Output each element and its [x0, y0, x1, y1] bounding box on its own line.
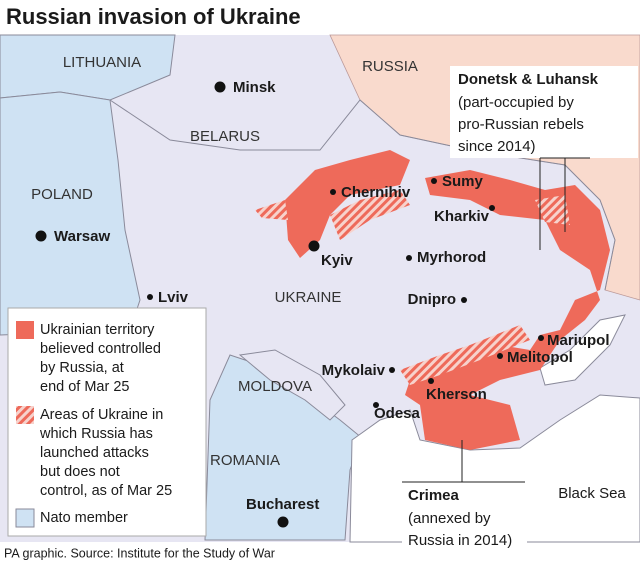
- legend-text: Nato member: [40, 510, 128, 526]
- city-label: Dnipro: [408, 291, 456, 308]
- legend-swatch: [15, 508, 35, 528]
- city-dot: [489, 205, 495, 211]
- moldova-area: [238, 349, 346, 421]
- city-label: Kharkiv: [434, 208, 490, 225]
- city-label: Warsaw: [54, 228, 110, 245]
- pointer-line: [539, 157, 590, 250]
- annotation-title: Crimea: [408, 487, 460, 504]
- city-label: Mykolaiv: [322, 362, 386, 379]
- hatch-area: [535, 195, 570, 225]
- annotation-box: [402, 483, 527, 553]
- pointer-line: [402, 440, 525, 483]
- city-label: Sumy: [442, 173, 484, 190]
- legend-swatch: [16, 321, 34, 339]
- hatch-area: [330, 190, 410, 240]
- city-label: Mariupol: [547, 332, 610, 349]
- sea-of-azov: [539, 314, 626, 386]
- city-label: Myrhorod: [417, 249, 486, 266]
- annotation-title: Donetsk & Luhansk: [458, 71, 599, 88]
- city-dot: [147, 294, 153, 300]
- legend-text: launched attacks: [40, 445, 149, 461]
- city-dot: [373, 402, 379, 408]
- ukraine-border: [109, 99, 616, 291]
- annotation-text: Russia in 2014): [408, 532, 512, 549]
- city-dot: [428, 378, 434, 384]
- city-dot: [389, 367, 395, 373]
- hatch-area: [255, 200, 288, 220]
- city-dot: [497, 353, 503, 359]
- legend-text: believed controlled: [40, 341, 161, 357]
- city-label: Lviv: [158, 289, 189, 306]
- city-label: Melitopol: [507, 349, 573, 366]
- legend-text: control, as of Mar 25: [40, 483, 172, 499]
- legend-text: but does not: [40, 464, 120, 480]
- annotation-text: (annexed by: [408, 510, 491, 527]
- country-label: ROMANIA: [210, 452, 280, 469]
- legend-text: end of Mar 25: [40, 379, 129, 395]
- capital-dot: [35, 230, 47, 242]
- legend-text: Areas of Ukraine in: [40, 407, 163, 423]
- city-label: Kherson: [426, 386, 487, 403]
- city-dot: [406, 255, 412, 261]
- legend-text: by Russia, at: [40, 360, 124, 376]
- city-dot: [330, 189, 336, 195]
- source: PA graphic. Source: Institute for the St…: [4, 546, 275, 560]
- controlled-east-south: [405, 170, 610, 450]
- city-label: Chernihiv: [341, 184, 411, 201]
- controlled-north: [285, 150, 410, 258]
- country-label: BELARUS: [190, 128, 260, 145]
- country-label: UKRAINE: [275, 289, 342, 306]
- country-label: POLAND: [31, 186, 93, 203]
- legend-swatch: [16, 406, 34, 424]
- city-dot: [431, 178, 437, 184]
- city-dot: [538, 335, 544, 341]
- legend-box: [7, 307, 207, 537]
- annotation-text: since 2014): [458, 138, 536, 155]
- legend-text: which Russia has: [39, 426, 153, 442]
- attacked-areas: [255, 190, 570, 385]
- country-label: RUSSIA: [362, 58, 418, 75]
- controlled-areas: [285, 150, 610, 450]
- country-label: LITHUANIA: [63, 54, 141, 71]
- hatch-area: [400, 325, 530, 385]
- legend-text: Ukrainian territory: [40, 322, 155, 338]
- title: Russian invasion of Ukraine: [6, 4, 301, 29]
- city-label: Odesa: [374, 405, 421, 422]
- annotation-box: [450, 66, 638, 158]
- capital-dot: [308, 240, 320, 252]
- city-label: Kyiv: [321, 252, 353, 269]
- city-label: Bucharest: [246, 496, 319, 513]
- city-label: Minsk: [233, 79, 276, 96]
- capital-dot: [277, 516, 289, 528]
- city-dot: [461, 297, 467, 303]
- annotation-text: (part-occupied by: [458, 94, 574, 111]
- sea-label: Black Sea: [558, 485, 626, 502]
- capital-dot: [214, 81, 226, 93]
- annotation-text: pro-Russian rebels: [458, 116, 584, 133]
- city-dots: [35, 81, 544, 528]
- country-label: MOLDOVA: [238, 378, 312, 395]
